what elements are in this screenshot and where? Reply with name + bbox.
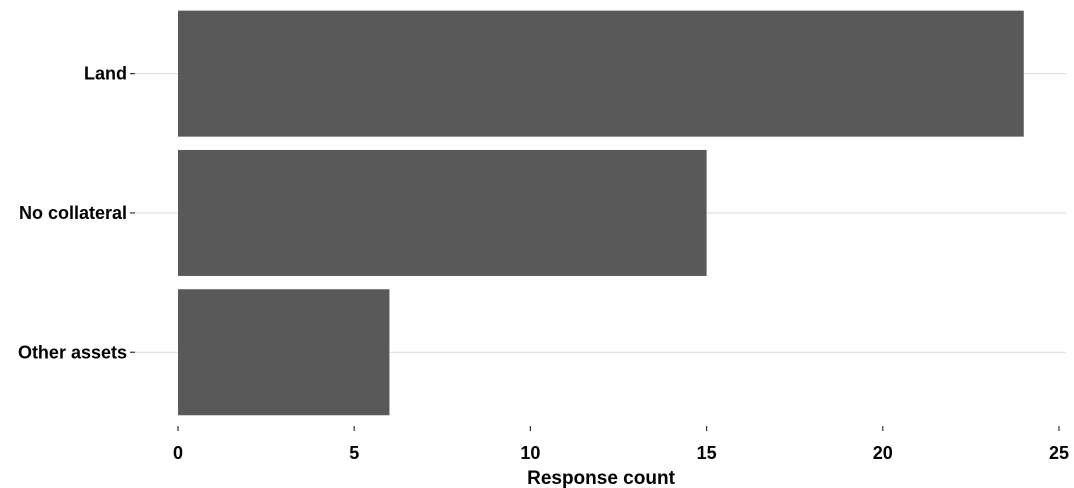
bar-no-collateral xyxy=(178,149,707,276)
bar-other-assets xyxy=(178,289,390,416)
y-axis: Land No collateral Other assets xyxy=(18,64,135,362)
category-label-no-collateral: No collateral xyxy=(19,203,127,223)
x-tick-label-10: 10 xyxy=(520,443,540,463)
bars xyxy=(178,10,1024,416)
x-axis-title: Response count xyxy=(527,468,675,488)
x-tick-label-20: 20 xyxy=(873,443,893,463)
x-axis: 0 5 10 15 20 25 xyxy=(173,426,1069,463)
x-tick-label-25: 25 xyxy=(1049,443,1069,463)
x-tick-label-5: 5 xyxy=(349,443,359,463)
x-tick-label-0: 0 xyxy=(173,443,183,463)
category-label-other-assets: Other assets xyxy=(18,342,127,362)
category-label-land: Land xyxy=(84,64,127,84)
x-tick-label-15: 15 xyxy=(697,443,717,463)
bar-land xyxy=(178,10,1024,137)
